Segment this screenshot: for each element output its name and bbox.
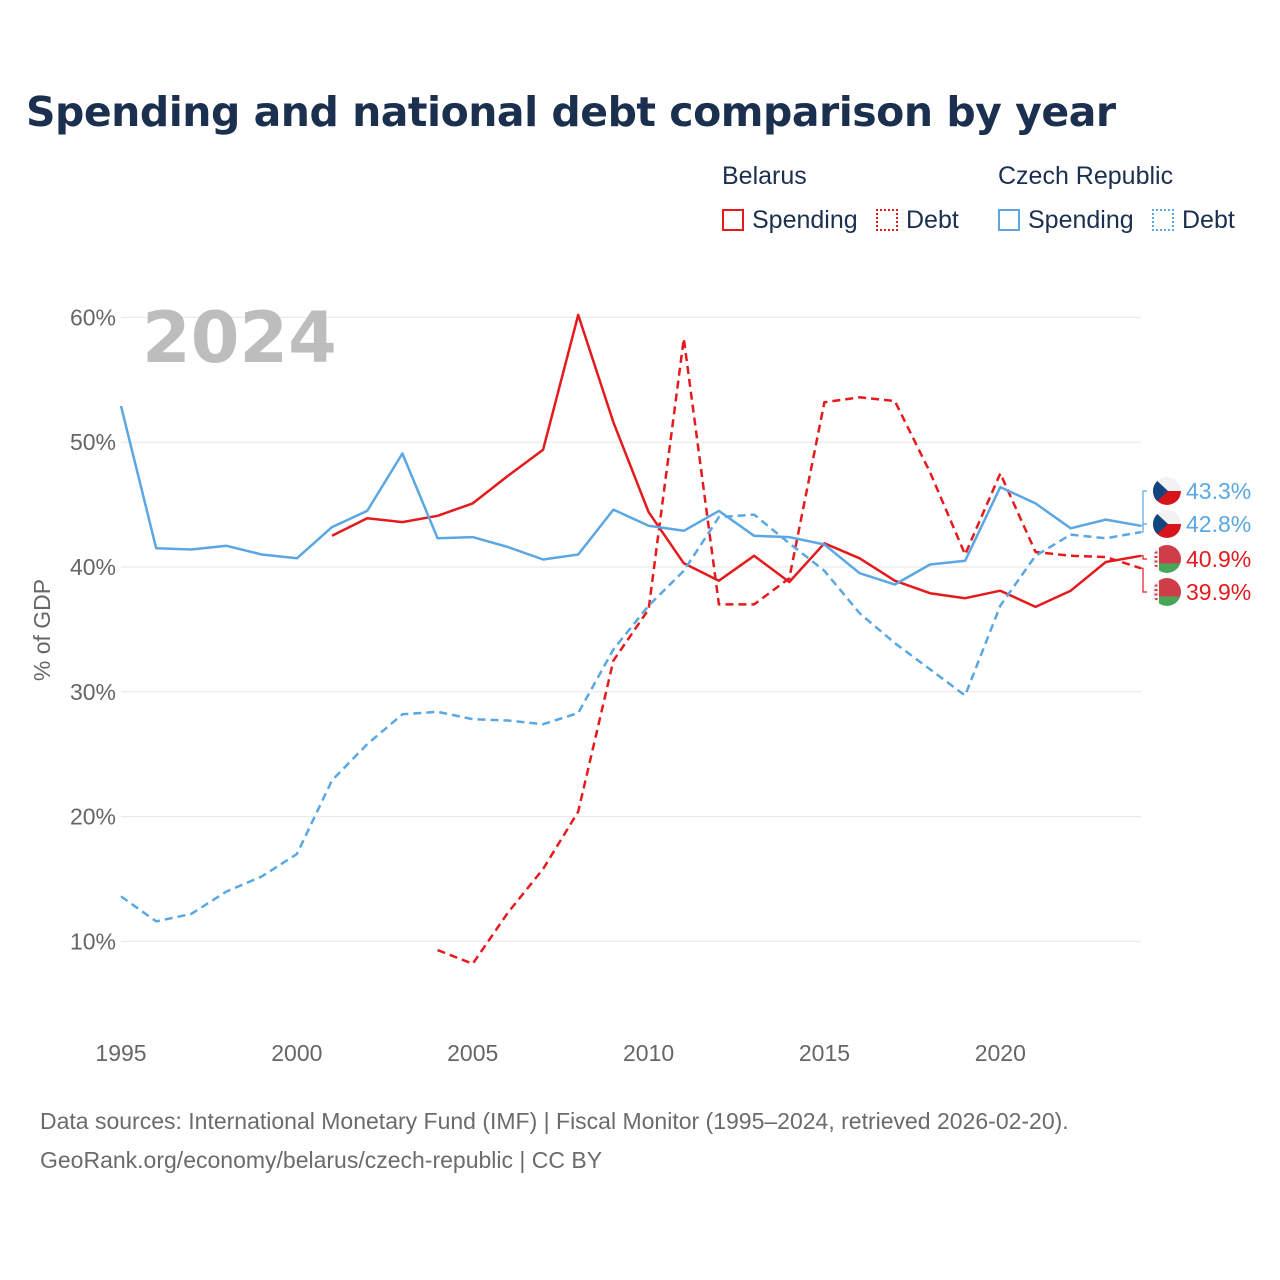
- grid-layer: [121, 316, 1141, 942]
- legend-swatch-solid-red: [722, 209, 744, 231]
- end-label-connector: [1141, 490, 1147, 527]
- end-value-label: 40.9%: [1186, 546, 1251, 572]
- y-tick-label: 30%: [70, 679, 116, 705]
- axis-layer: 10% 20% 30% 40% 50% 60% 1995 2000 2005 2010 2015 20…: [70, 304, 1026, 1066]
- end-value-label: 39.9%: [1186, 579, 1251, 605]
- legend-label: Spending: [752, 205, 858, 234]
- page-title: Spending and national debt comparison by…: [26, 88, 1116, 136]
- czech-flag: [1153, 477, 1181, 505]
- czech-flag: [1153, 510, 1181, 538]
- end-value-label: 43.3%: [1186, 478, 1251, 504]
- legend-item-czech-spending[interactable]: Spending: [998, 204, 1134, 236]
- x-tick-label: 2005: [447, 1040, 498, 1066]
- year-watermark: 2024: [142, 297, 337, 379]
- y-tick-label: 40%: [70, 554, 116, 580]
- belarus-flag: [1153, 578, 1181, 606]
- legend-swatch-dotted-blue: [1152, 209, 1174, 231]
- footer-credit: GeoRank.org/economy/belarus/czech-republ…: [40, 1147, 603, 1173]
- belarus-flag: [1153, 545, 1181, 573]
- series-line-czech-republic-spending: [119, 405, 1142, 586]
- y-tick-label: 60%: [70, 304, 116, 330]
- legend-swatch-solid-blue: [998, 209, 1020, 231]
- legend-group-belarus: Belarus: [722, 162, 807, 190]
- line-chart: 2024 10% 20% 30% 40% 50% 60% 1995 2000 2005 2010 2…: [29, 297, 1251, 1066]
- legend-item-belarus-spending[interactable]: Spending: [722, 204, 858, 236]
- y-tick-label: 50%: [70, 429, 116, 455]
- legend-group-czech-republic: Czech Republic: [998, 162, 1174, 190]
- x-tick-label: 2010: [623, 1040, 674, 1066]
- end-label-layer: 43.3% 42.8% 40.9% 39.9%: [1141, 477, 1251, 606]
- series-layer: [119, 313, 1142, 966]
- y-tick-label: 10%: [70, 928, 116, 954]
- x-tick-label: 2020: [975, 1040, 1026, 1066]
- y-axis-label: % of GDP: [29, 579, 55, 681]
- y-tick-label: 20%: [70, 804, 116, 830]
- legend-item-czech-debt[interactable]: Debt: [1152, 204, 1235, 236]
- end-value-label: 42.8%: [1186, 511, 1251, 537]
- x-tick-label: 1995: [95, 1040, 146, 1066]
- footer-sources: Data sources: International Monetary Fun…: [40, 1108, 1069, 1134]
- legend-swatch-dotted-red: [876, 209, 898, 231]
- x-tick-label: 2000: [271, 1040, 322, 1066]
- legend-label: Debt: [1182, 205, 1235, 234]
- series-line-belarus-debt: [437, 337, 1142, 966]
- end-label-connector: [1141, 555, 1147, 560]
- legend-item-belarus-debt[interactable]: Debt: [876, 204, 959, 236]
- legend-label: Debt: [906, 205, 959, 234]
- legend-label: Spending: [1028, 205, 1134, 234]
- end-label-connector: [1141, 523, 1147, 533]
- x-tick-label: 2015: [799, 1040, 850, 1066]
- end-label-connector: [1141, 567, 1147, 593]
- series-line-belarus-spending: [331, 313, 1142, 609]
- series-line-czech-republic-debt: [120, 513, 1142, 923]
